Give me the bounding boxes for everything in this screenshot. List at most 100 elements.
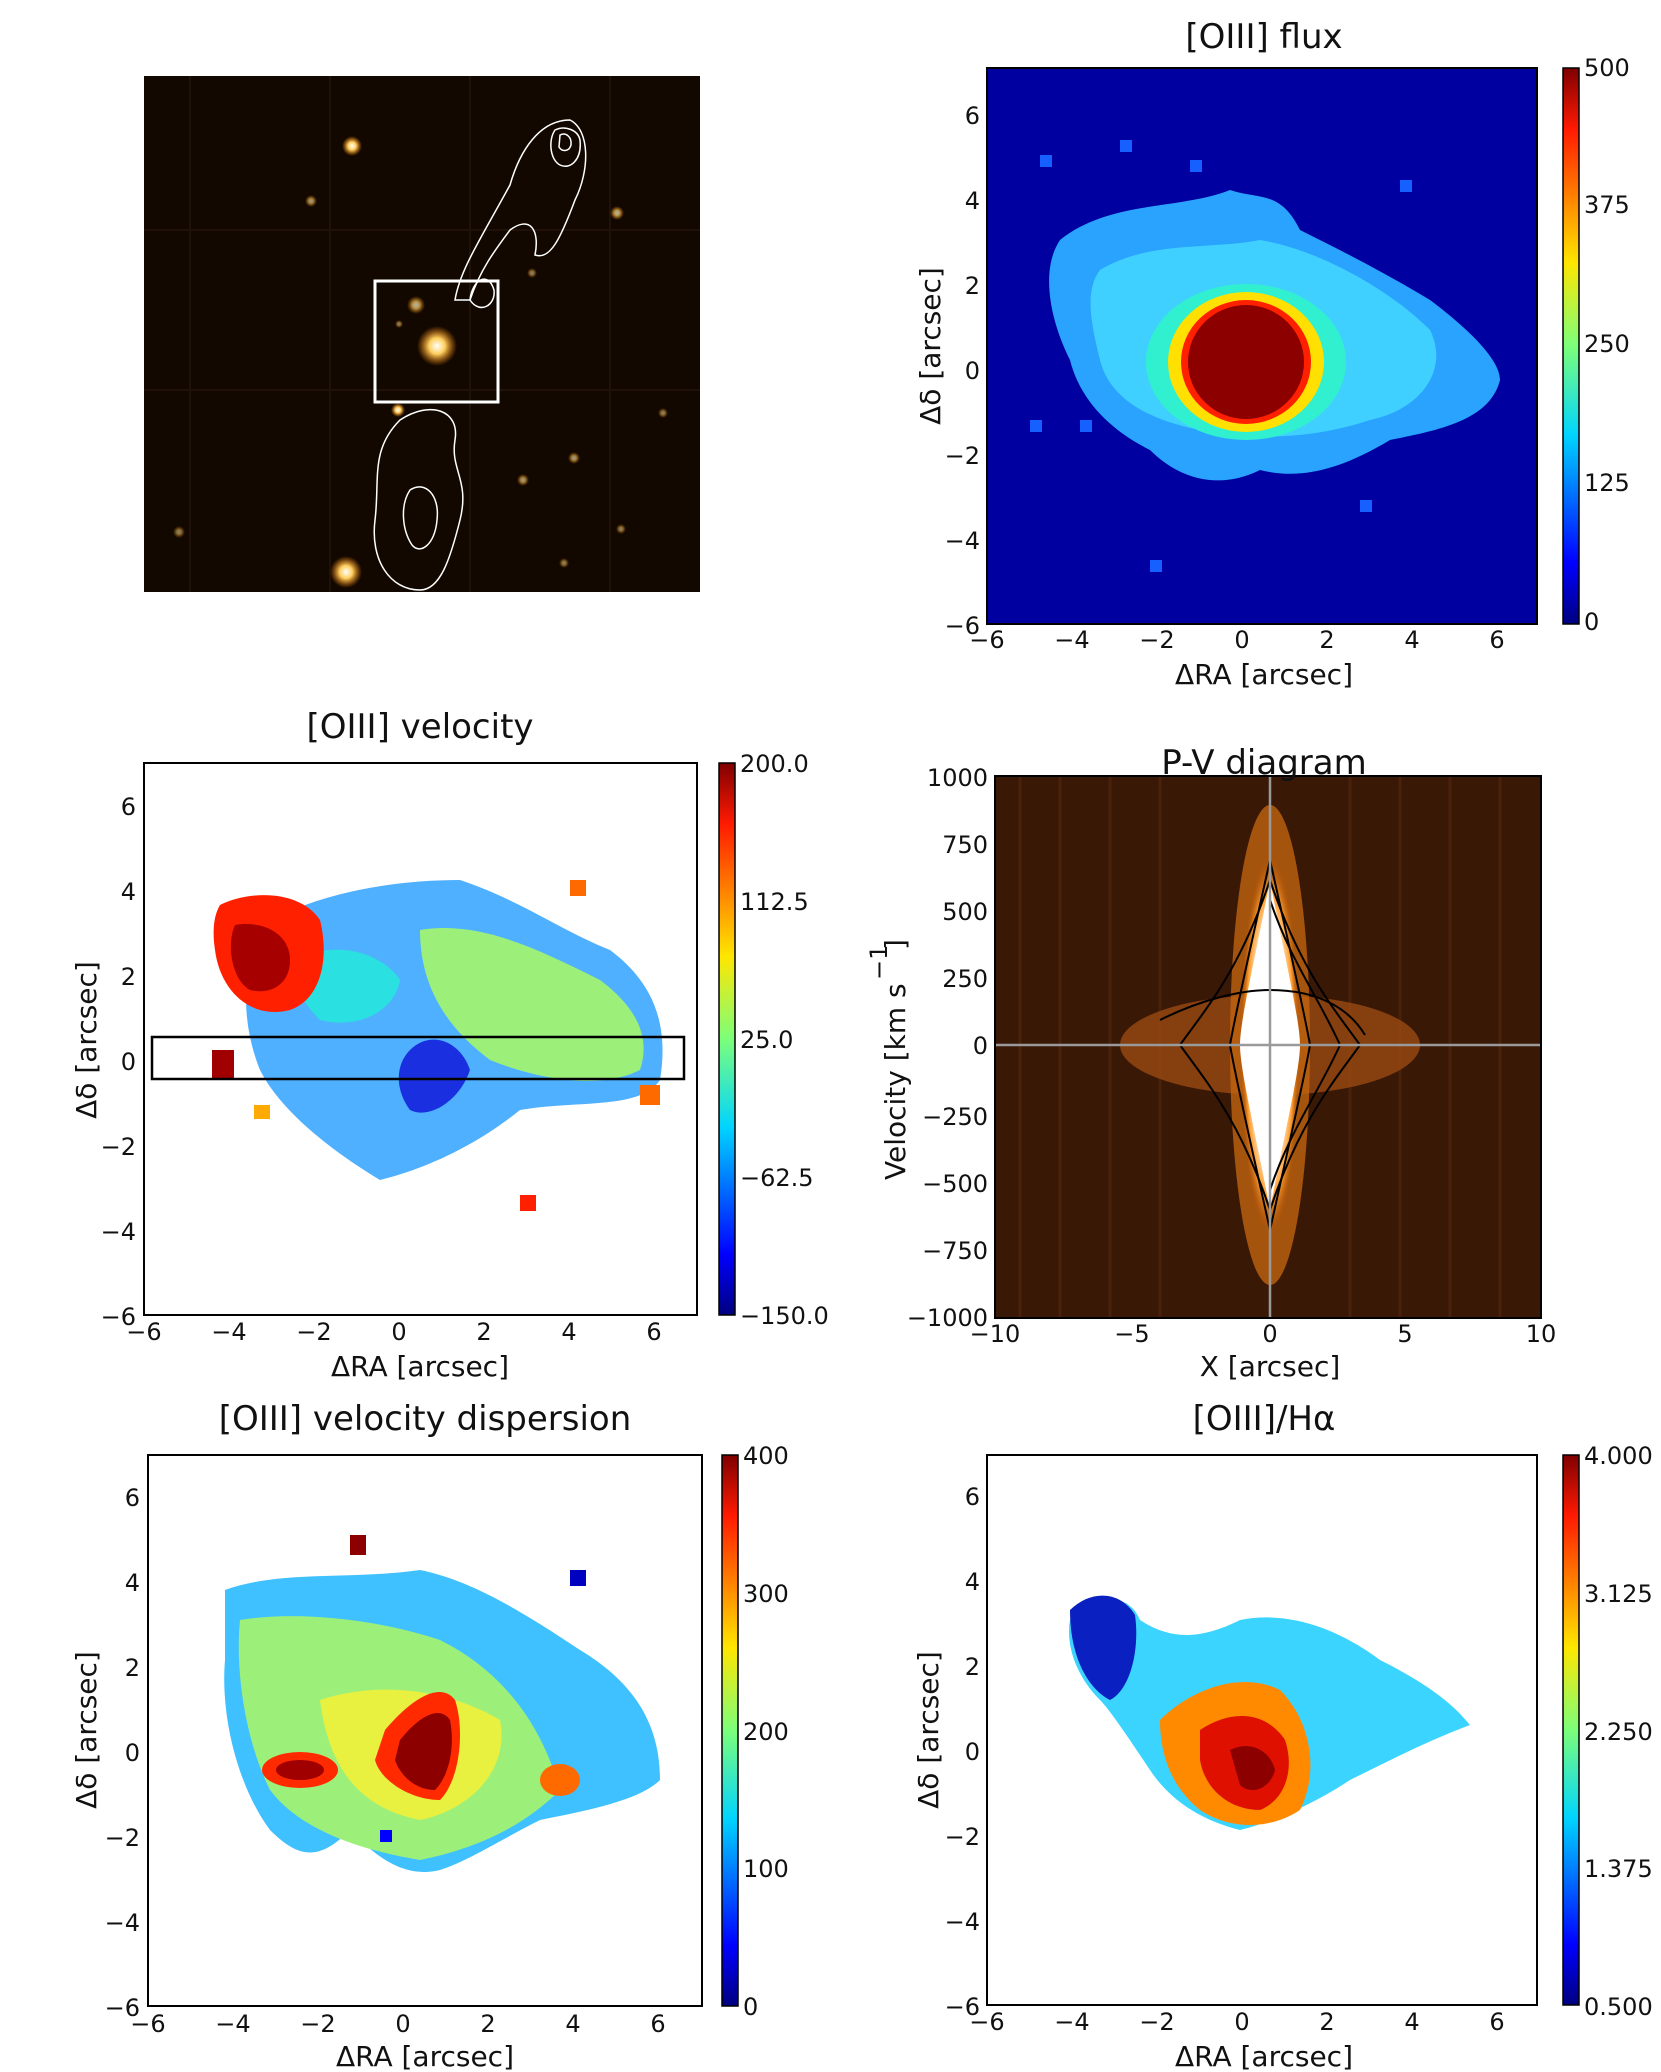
svg-text:−2: −2	[105, 1824, 140, 1852]
svg-text:−6: −6	[105, 1994, 140, 2022]
panel-pv: P-V diagram −10 −5 0 5 10 X [arcsec] −10…	[865, 743, 1556, 1383]
svg-text:0: 0	[743, 1993, 758, 2021]
svg-text:4: 4	[965, 187, 980, 215]
dispersion-colorbar: 0 100 200 300 400	[721, 1442, 789, 2021]
svg-text:−1: −1	[865, 945, 893, 980]
svg-text:300: 300	[743, 1580, 789, 1608]
svg-text:−4: −4	[211, 1318, 246, 1346]
flux-map	[1030, 140, 1500, 572]
svg-text:−6: −6	[945, 612, 980, 640]
svg-text:750: 750	[942, 831, 988, 859]
svg-text:5: 5	[1397, 1320, 1412, 1348]
svg-text:−2: −2	[1139, 626, 1174, 654]
svg-text:Velocity [km s: Velocity [km s	[879, 983, 912, 1180]
dispersion-title: [OIII] velocity dispersion	[219, 1399, 632, 1439]
svg-text:−5: −5	[1114, 1320, 1149, 1348]
svg-text:−2: −2	[296, 1318, 331, 1346]
svg-text:0: 0	[965, 357, 980, 385]
ratio-yaxis: −6 −4 −2 0 2 4 6 Δδ [arcsec]	[912, 1483, 980, 2021]
svg-text:−6: −6	[945, 1993, 980, 2021]
panel-flux: [OIII] flux −6 −4 −2 0 2 4 6 ΔRA [a	[914, 17, 1630, 691]
svg-text:2: 2	[125, 1654, 140, 1682]
radio-contours	[373, 119, 587, 591]
svg-text:−750: −750	[922, 1237, 988, 1265]
pv-frame	[994, 775, 1542, 1319]
svg-text:2: 2	[965, 1653, 980, 1681]
svg-text:1.375: 1.375	[1584, 1855, 1653, 1883]
svg-text:4: 4	[121, 878, 136, 906]
svg-text:−62.5: −62.5	[740, 1164, 814, 1192]
flux-colorbar: 0 125 250 375 500	[1562, 54, 1630, 636]
svg-text:−2: −2	[300, 2010, 335, 2038]
ratio-title: [OIII]/Hα	[1193, 1399, 1336, 1439]
svg-text:6: 6	[1489, 626, 1504, 654]
svg-text:0: 0	[121, 1048, 136, 1076]
svg-text:6: 6	[965, 1483, 980, 1511]
panel-image	[144, 76, 700, 592]
svg-text:X [arcsec]: X [arcsec]	[1200, 1350, 1341, 1383]
svg-text:−250: −250	[922, 1103, 988, 1131]
svg-text:0: 0	[973, 1032, 988, 1060]
svg-text:−4: −4	[105, 1909, 140, 1937]
flux-yaxis: −6 −4 −2 0 2 4 6 Δδ [arcsec]	[914, 102, 980, 640]
svg-text:0: 0	[1234, 626, 1249, 654]
svg-text:−6: −6	[126, 1318, 161, 1346]
svg-text:500: 500	[1584, 54, 1630, 82]
svg-text:112.5: 112.5	[740, 888, 809, 916]
svg-text:4: 4	[965, 1568, 980, 1596]
svg-text:ΔRA [arcsec]: ΔRA [arcsec]	[1175, 2040, 1353, 2072]
svg-text:25.0: 25.0	[740, 1026, 793, 1054]
panel-velocity: [OIII] velocity −6 −4 −2 0 2 4 6 ΔRA [ar…	[70, 707, 829, 1383]
svg-text:2: 2	[480, 2010, 495, 2038]
svg-text:−4: −4	[101, 1218, 136, 1246]
svg-text:0: 0	[391, 1318, 406, 1346]
svg-text:−2: −2	[101, 1133, 136, 1161]
svg-text:−4: −4	[215, 2010, 250, 2038]
svg-text:−2: −2	[945, 442, 980, 470]
svg-text:−4: −4	[945, 1908, 980, 1936]
svg-text:0: 0	[1584, 608, 1599, 636]
svg-text:−150.0: −150.0	[740, 1302, 829, 1330]
svg-text:375: 375	[1584, 191, 1630, 219]
svg-text:4: 4	[1404, 626, 1419, 654]
svg-text:−6: −6	[101, 1303, 136, 1331]
svg-text:6: 6	[1489, 2008, 1504, 2036]
dispersion-yaxis: −6 −4 −2 0 2 4 6 Δδ [arcsec]	[70, 1484, 140, 2022]
velocity-yaxis: −6 −4 −2 0 2 4 6 Δδ [arcsec]	[70, 793, 136, 1331]
panel-dispersion: [OIII] velocity dispersion −6 −4 −2 0 2 …	[70, 1399, 789, 2072]
flux-title: [OIII] flux	[1185, 17, 1342, 57]
svg-text:200: 200	[743, 1718, 789, 1746]
dispersion-map	[224, 1535, 660, 1872]
svg-text:4.000: 4.000	[1584, 1442, 1653, 1470]
svg-text:100: 100	[743, 1855, 789, 1883]
svg-text:4: 4	[561, 1318, 576, 1346]
svg-text:2: 2	[1319, 626, 1334, 654]
svg-text:2: 2	[965, 272, 980, 300]
ratio-frame	[986, 1454, 1538, 2006]
svg-text:500: 500	[942, 898, 988, 926]
svg-text:−500: −500	[922, 1170, 988, 1198]
slit-box	[150, 1035, 686, 1081]
svg-text:2: 2	[121, 963, 136, 991]
pv-yaxis: −1000 −750 −500 −250 0 250 500 750 1000 …	[865, 764, 988, 1332]
svg-text:2.250: 2.250	[1584, 1718, 1653, 1746]
dispersion-frame	[147, 1454, 703, 2007]
velocity-colorbar: −150.0 −62.5 25.0 112.5 200.0	[718, 750, 829, 1330]
svg-text:−2: −2	[945, 1823, 980, 1851]
ratio-colorbar: 0.500 1.375 2.250 3.125 4.000	[1562, 1442, 1653, 2021]
svg-text:10: 10	[1526, 1320, 1557, 1348]
zoom-box	[373, 279, 500, 404]
svg-text:4: 4	[565, 2010, 580, 2038]
svg-text:4: 4	[1404, 2008, 1419, 2036]
svg-text:1000: 1000	[927, 764, 988, 792]
svg-text:0: 0	[1234, 2008, 1249, 2036]
svg-text:−4: −4	[1054, 626, 1089, 654]
svg-text:0: 0	[395, 2010, 410, 2038]
panel-ratio: [OIII]/Hα −6 −4 −2 0 2 4 6 ΔRA [arcsec] …	[912, 1399, 1653, 2072]
svg-text:ΔRA [arcsec]: ΔRA [arcsec]	[1175, 658, 1353, 691]
svg-text:6: 6	[125, 1484, 140, 1512]
velocity-xaxis: −6 −4 −2 0 2 4 6 ΔRA [arcsec]	[126, 1318, 661, 1383]
dispersion-xaxis: −6 −4 −2 0 2 4 6 ΔRA [arcsec]	[130, 2010, 665, 2072]
svg-text:6: 6	[650, 2010, 665, 2038]
